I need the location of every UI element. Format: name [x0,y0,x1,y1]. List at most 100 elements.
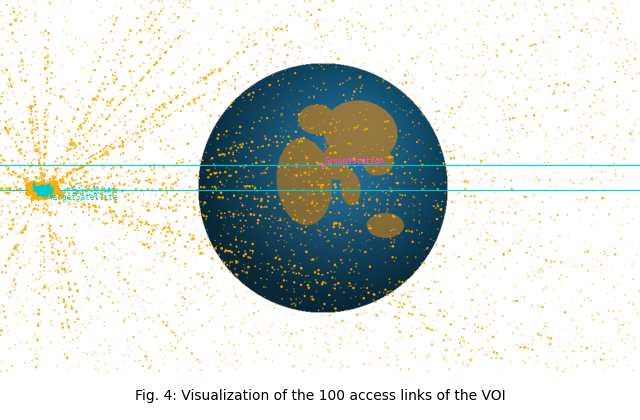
Point [199,213,209,219]
Point [325,150,335,157]
Point [54,251,64,257]
Point [172,356,182,363]
Point [49,307,60,314]
Point [67,139,77,146]
Point [71,133,81,140]
Point [598,111,609,118]
Point [454,189,464,196]
Point [43,188,53,194]
Point [145,163,155,170]
Point [42,192,52,198]
Point [30,186,40,193]
Point [84,118,94,125]
Point [13,178,23,185]
Point [282,239,292,246]
Point [159,164,169,171]
Point [278,197,288,204]
Point [182,140,193,147]
Point [166,43,176,50]
Point [4,76,15,83]
Point [516,232,527,239]
Point [39,268,49,274]
Point [46,318,56,325]
Point [23,190,33,197]
Point [342,307,352,314]
Point [86,313,96,320]
Point [358,327,369,333]
Point [369,297,379,304]
Point [93,186,104,192]
Point [387,171,397,177]
Point [8,36,18,43]
Point [227,82,237,89]
Point [412,53,422,60]
Point [214,113,225,119]
Point [236,328,246,335]
Point [20,90,31,97]
Point [395,128,405,134]
Point [24,255,35,262]
Point [214,252,224,258]
Point [359,112,369,118]
Point [314,61,324,68]
Point [516,293,526,300]
Point [559,79,570,86]
Point [403,227,413,234]
Point [86,153,96,160]
Point [199,250,209,257]
Point [195,287,205,294]
Point [207,257,218,263]
Point [49,278,59,285]
Point [536,164,547,171]
Point [596,261,606,268]
Point [352,200,362,206]
Point [390,313,401,320]
Point [491,354,501,361]
Point [461,241,472,248]
Point [21,77,31,84]
Point [30,13,40,19]
Point [435,263,445,270]
Point [543,178,553,185]
Point [355,80,365,87]
Point [420,183,430,189]
Point [547,239,557,245]
Point [424,23,435,30]
Point [373,181,383,188]
Point [64,195,74,202]
Point [175,168,186,175]
Point [383,170,394,177]
Point [70,191,81,197]
Point [28,116,38,122]
Point [244,144,254,151]
Point [615,326,625,333]
Point [36,191,46,198]
Point [477,151,488,158]
Point [572,243,582,249]
Point [131,311,141,318]
Point [289,343,299,349]
Point [396,334,406,341]
Point [248,66,259,72]
Point [0,126,8,133]
Point [15,213,25,220]
Point [86,158,97,165]
Point [312,353,322,360]
Point [416,35,426,42]
Point [120,358,130,365]
Point [241,140,252,147]
Point [186,300,196,307]
Point [324,160,334,167]
Point [417,229,427,236]
Point [545,260,556,266]
Point [526,84,536,91]
Point [407,228,417,235]
Point [572,325,582,331]
Point [65,157,76,163]
Point [558,368,568,375]
Point [294,11,304,18]
Point [321,165,332,171]
Point [409,177,419,184]
Point [231,236,241,243]
Point [19,262,29,269]
